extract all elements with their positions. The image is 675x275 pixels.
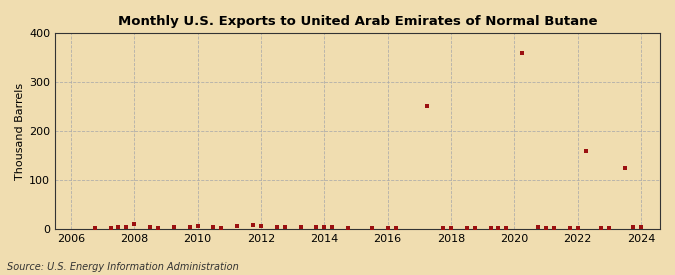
- Y-axis label: Thousand Barrels: Thousand Barrels: [15, 82, 25, 180]
- Point: [469, 226, 480, 230]
- Point: [446, 226, 456, 230]
- Point: [216, 226, 227, 230]
- Point: [327, 224, 338, 229]
- Point: [580, 148, 591, 153]
- Point: [279, 225, 290, 229]
- Text: Source: U.S. Energy Information Administration: Source: U.S. Energy Information Administ…: [7, 262, 238, 272]
- Point: [248, 223, 259, 227]
- Point: [184, 224, 195, 229]
- Point: [105, 226, 116, 230]
- Point: [311, 225, 322, 229]
- Point: [501, 226, 512, 230]
- Point: [596, 226, 607, 230]
- Title: Monthly U.S. Exports to United Arab Emirates of Normal Butane: Monthly U.S. Exports to United Arab Emir…: [118, 15, 597, 28]
- Point: [319, 225, 329, 229]
- Point: [620, 165, 630, 170]
- Point: [628, 224, 639, 229]
- Point: [271, 224, 282, 229]
- Point: [564, 226, 575, 230]
- Point: [549, 226, 560, 230]
- Point: [113, 225, 124, 229]
- Point: [129, 222, 140, 226]
- Point: [604, 226, 615, 230]
- Point: [390, 226, 401, 230]
- Point: [572, 226, 583, 230]
- Point: [153, 226, 163, 230]
- Point: [121, 225, 132, 229]
- Point: [533, 225, 543, 229]
- Point: [437, 226, 448, 230]
- Point: [232, 224, 242, 229]
- Point: [541, 226, 551, 230]
- Point: [367, 226, 377, 230]
- Point: [485, 226, 496, 230]
- Point: [295, 224, 306, 229]
- Point: [169, 225, 180, 229]
- Point: [208, 225, 219, 229]
- Point: [517, 51, 528, 55]
- Point: [192, 224, 203, 229]
- Point: [343, 226, 354, 230]
- Point: [493, 226, 504, 230]
- Point: [462, 226, 472, 230]
- Point: [636, 225, 647, 229]
- Point: [256, 224, 267, 229]
- Point: [144, 224, 155, 229]
- Point: [422, 103, 433, 108]
- Point: [382, 226, 393, 230]
- Point: [89, 226, 100, 230]
